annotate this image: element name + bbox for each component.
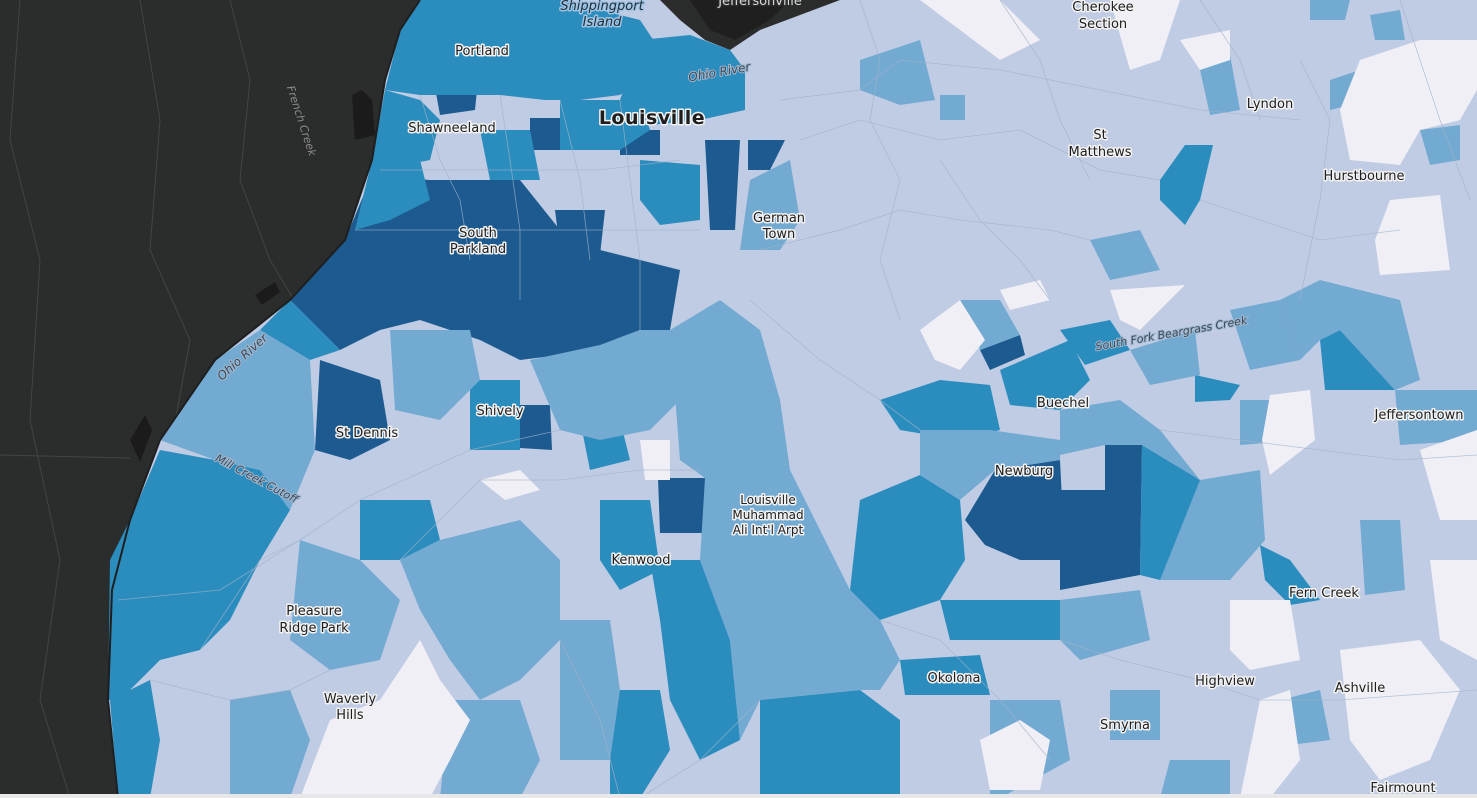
label-st-matthews-2: Matthews: [1068, 145, 1131, 160]
label-pleasure-ridge-2: Ridge Park: [279, 621, 349, 636]
label-fairmount: Fairmount: [1370, 781, 1435, 796]
label-newburg: Newburg: [995, 464, 1053, 479]
label-okolona: Okolona: [927, 671, 980, 686]
jeffersonville-urban: [690, 0, 790, 40]
label-jeffersontown: Jeffersontown: [1373, 408, 1463, 423]
label-german-town-2: Town: [762, 227, 796, 242]
label-south-parkland-2: Parkland: [450, 242, 506, 257]
map-bottom-edge: [0, 794, 1477, 798]
tract-boundaries: [117, 0, 1477, 798]
indiana-boundaries: [0, 0, 301, 798]
label-fern-creek: Fern Creek: [1289, 586, 1359, 601]
label-smyrna: Smyrna: [1100, 718, 1150, 733]
choropleth-class-1: [300, 0, 1477, 798]
label-jeffersonville: Jeffersonville: [717, 0, 802, 9]
label-airport-1: Louisville: [740, 493, 796, 507]
label-ashville: Ashville: [1335, 681, 1385, 696]
label-shawneeland: Shawneeland: [408, 121, 495, 136]
label-cherokee-1: Cherokee: [1072, 0, 1133, 15]
label-pleasure-ridge-1: Pleasure: [286, 604, 342, 619]
choropleth-class-4: [108, 0, 1395, 798]
label-hurstbourne: Hurstbourne: [1323, 169, 1404, 184]
label-airport-3: Ali Int'l Arpt: [733, 523, 804, 537]
river-islands: [130, 90, 375, 462]
label-waverly-2: Hills: [336, 708, 364, 723]
choropleth-class-3: [160, 0, 1477, 798]
label-st-dennis: St Dennis: [336, 426, 399, 441]
label-south-parkland-1: South: [459, 226, 497, 241]
label-buechel: Buechel: [1037, 396, 1089, 411]
label-kenwood: Kenwood: [612, 553, 671, 568]
label-shippingport-2: Island: [583, 15, 622, 30]
label-louisville: Louisville: [599, 107, 705, 129]
label-airport-2: Muhammad: [732, 508, 803, 522]
label-highview: Highview: [1195, 674, 1255, 689]
label-shippingport-1: Shippingport: [560, 0, 644, 14]
label-waverly-1: Waverly: [324, 692, 377, 707]
label-portland: Portland: [455, 44, 509, 59]
label-shively: Shively: [476, 404, 523, 419]
label-st-matthews-1: St: [1093, 128, 1106, 143]
ohio-river-shoreline: [106, 0, 421, 798]
label-cherokee-2: Section: [1079, 17, 1127, 32]
label-lyndon: Lyndon: [1247, 97, 1293, 112]
label-german-town-1: German: [753, 211, 805, 226]
